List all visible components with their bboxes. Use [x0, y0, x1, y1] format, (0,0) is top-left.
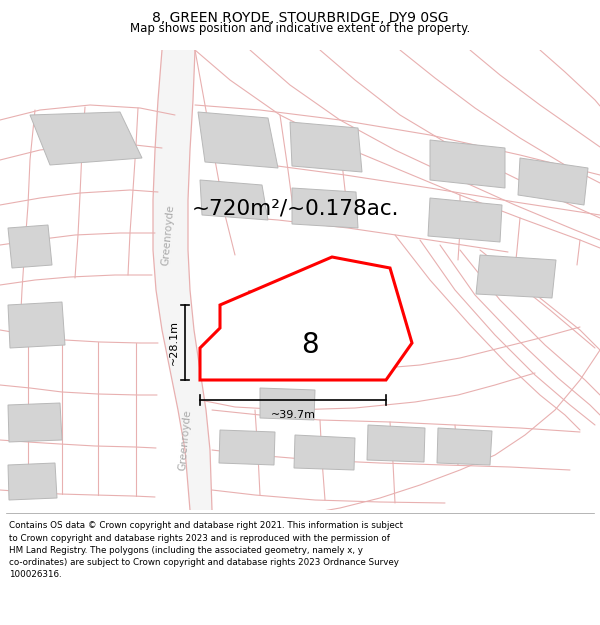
Text: Contains OS data © Crown copyright and database right 2021. This information is : Contains OS data © Crown copyright and d… [9, 521, 403, 579]
Polygon shape [367, 425, 425, 462]
Polygon shape [430, 140, 505, 188]
Polygon shape [219, 430, 275, 465]
Polygon shape [8, 225, 52, 268]
Text: 8, GREEN ROYDE, STOURBRIDGE, DY9 0SG: 8, GREEN ROYDE, STOURBRIDGE, DY9 0SG [152, 11, 448, 25]
Polygon shape [437, 428, 492, 465]
Polygon shape [8, 302, 65, 348]
Polygon shape [153, 50, 212, 510]
Polygon shape [518, 158, 588, 205]
Polygon shape [260, 388, 315, 420]
Polygon shape [200, 180, 268, 220]
Text: Greenroyde: Greenroyde [160, 204, 176, 266]
Polygon shape [248, 290, 308, 350]
Polygon shape [198, 112, 278, 168]
Polygon shape [476, 255, 556, 298]
Polygon shape [8, 463, 57, 500]
Polygon shape [292, 188, 358, 228]
Polygon shape [8, 403, 62, 442]
Polygon shape [294, 435, 355, 470]
Text: 8: 8 [301, 331, 319, 359]
Text: Map shows position and indicative extent of the property.: Map shows position and indicative extent… [130, 22, 470, 35]
Text: ~720m²/~0.178ac.: ~720m²/~0.178ac. [191, 198, 399, 218]
Text: Greenroyde: Greenroyde [178, 409, 193, 471]
Text: ~39.7m: ~39.7m [271, 410, 316, 420]
Polygon shape [200, 257, 412, 380]
Text: ~28.1m: ~28.1m [169, 320, 179, 365]
Polygon shape [290, 122, 362, 172]
Polygon shape [30, 112, 142, 165]
Polygon shape [428, 198, 502, 242]
